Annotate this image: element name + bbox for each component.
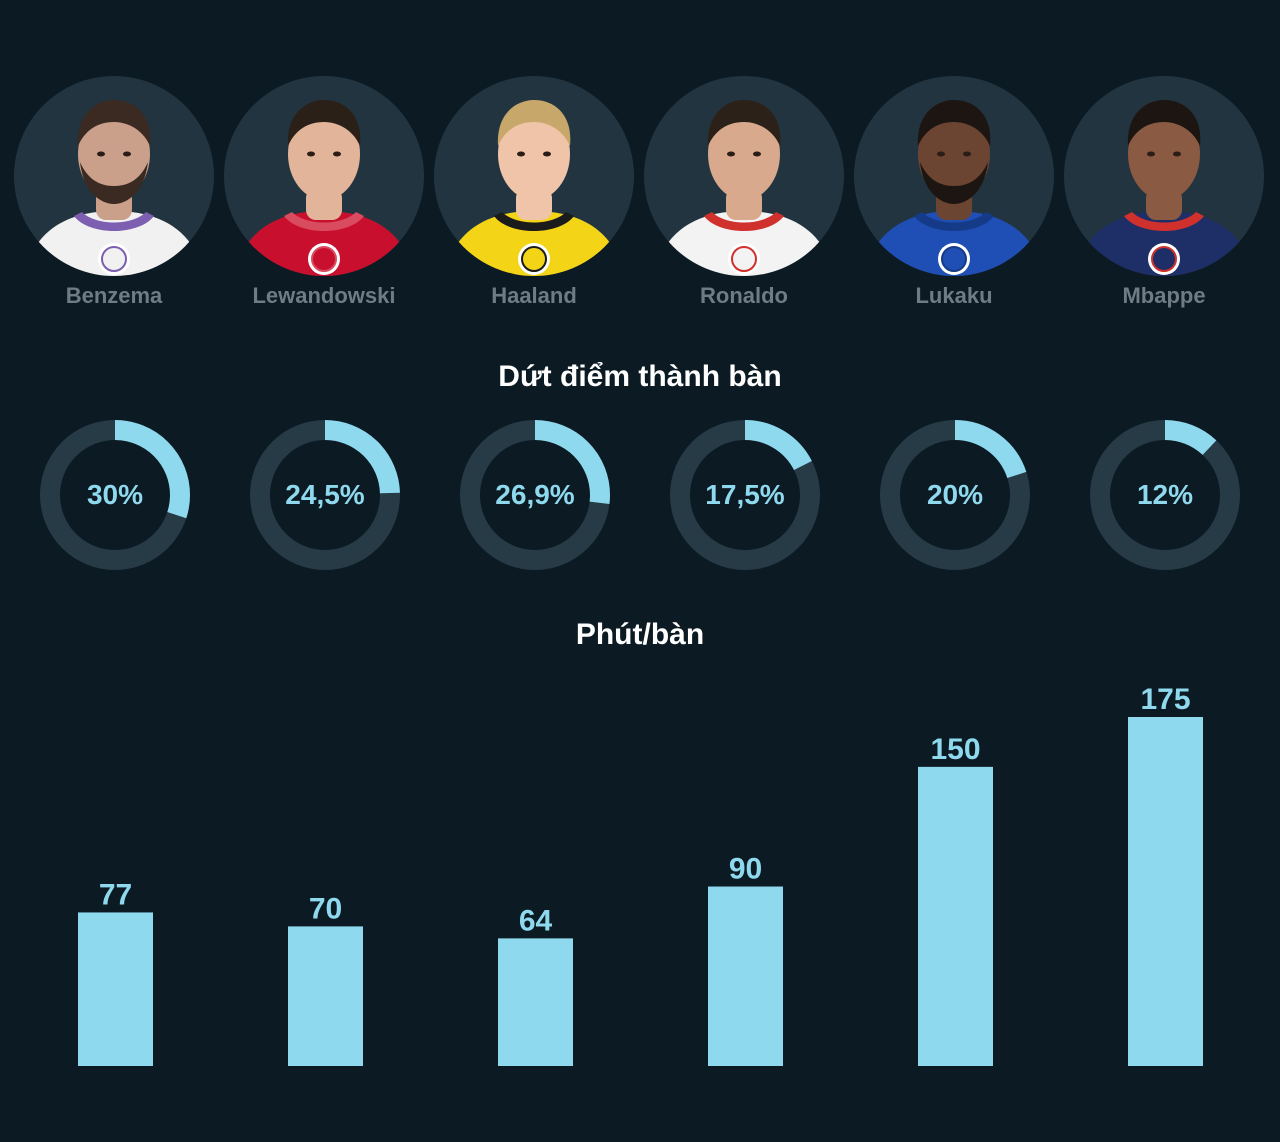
player-name: Benzema (65, 283, 163, 308)
donut-arc (460, 420, 610, 570)
conversion-donut: 30% (40, 420, 190, 570)
player-name: Ronaldo (700, 283, 788, 308)
player-card: Haaland (434, 76, 634, 316)
minutes-per-goal-title: Phút/bàn (575, 618, 705, 651)
donut-arc (250, 420, 400, 570)
player-name: Lewandowski (252, 283, 396, 308)
conversion-donut: 17,5% (670, 420, 820, 570)
bar-value-label: 70 (309, 892, 342, 925)
player-card: Mbappe (1064, 76, 1264, 316)
conversion-value-label: 24,5% (285, 479, 365, 510)
man-united-crest-icon (727, 242, 761, 276)
chelsea-crest-icon (937, 242, 971, 276)
conversion-title: Dứt điểm thành bàn (498, 360, 782, 393)
conversion-donut: 26,9% (460, 420, 610, 570)
bar (1128, 717, 1203, 1066)
player-avatar (224, 76, 424, 276)
donut-arc (880, 420, 1030, 570)
minutes-bar-chart: 77 70 64 90 150 175 (78, 683, 1203, 1066)
donut-arc (1090, 420, 1240, 570)
conversion-donut: 20% (880, 420, 1030, 570)
conversion-value-label: 17,5% (705, 479, 785, 510)
conversion-value-label: 30% (86, 479, 144, 510)
conversion-value-label: 12% (1136, 479, 1194, 510)
donut-arc (670, 420, 820, 570)
conversion-value-label: 26,9% (495, 479, 575, 510)
bar-value-label: 150 (930, 733, 980, 766)
dortmund-crest-icon (517, 242, 551, 276)
psg-crest-icon (1147, 242, 1181, 276)
player-card: Ronaldo (644, 76, 844, 316)
real-madrid-crest-icon (97, 242, 131, 276)
bar (498, 938, 573, 1066)
player-name: Lukaku (915, 283, 993, 308)
player-card: Lukaku (854, 76, 1054, 316)
player-name: Haaland (491, 283, 577, 308)
bar-value-label: 175 (1140, 683, 1190, 716)
bar (918, 766, 993, 1066)
conversion-value-label: 20% (926, 479, 984, 510)
bar-value-label: 77 (99, 878, 132, 911)
player-card: Lewandowski (224, 76, 424, 316)
player-card: Benzema (14, 76, 214, 316)
conversion-donut: 24,5% (250, 420, 400, 570)
bar (288, 926, 363, 1066)
donut-arc (40, 420, 190, 570)
bar (78, 912, 153, 1066)
bar-value-label: 90 (729, 853, 762, 886)
bayern-crest-icon (307, 242, 341, 276)
bar-value-label: 64 (519, 904, 553, 937)
player-avatar (854, 76, 1054, 276)
conversion-donut: 12% (1090, 420, 1240, 570)
player-name: Mbappe (1122, 283, 1206, 308)
bar (708, 886, 783, 1066)
